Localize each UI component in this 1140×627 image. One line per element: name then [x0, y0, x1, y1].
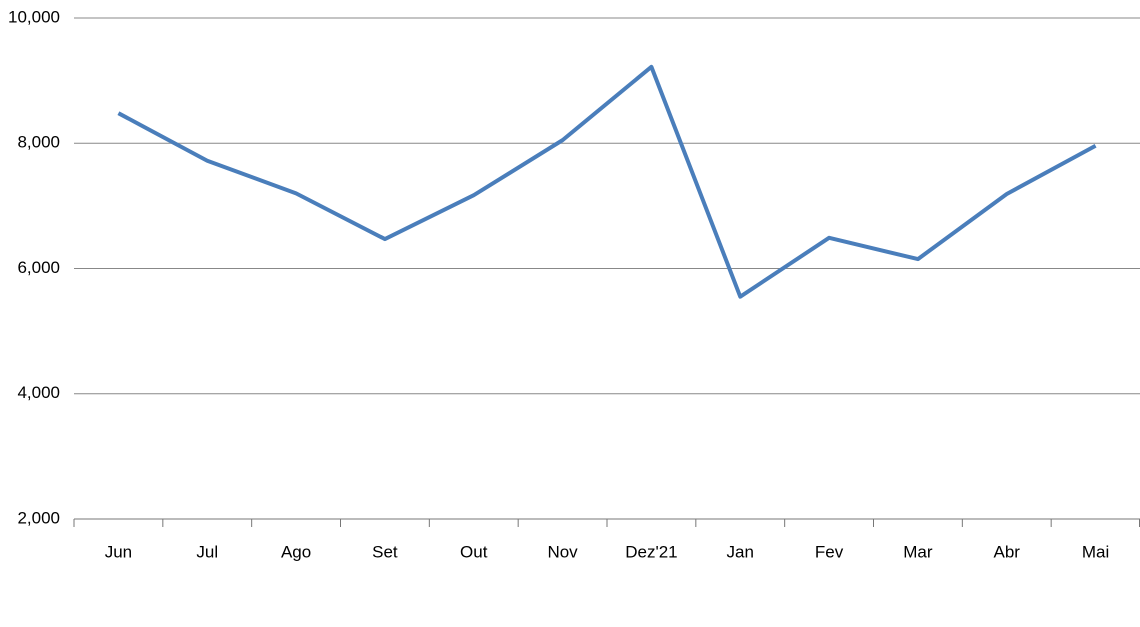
y-tick-label: 4,000 — [17, 383, 60, 402]
y-tick-label: 8,000 — [17, 133, 60, 152]
y-tick-label: 10,000 — [8, 7, 60, 26]
x-tick-label: Nov — [547, 542, 578, 561]
x-tick-label: Jan — [727, 542, 754, 561]
x-tick-label: Fev — [815, 542, 844, 561]
y-tick-label: 2,000 — [17, 508, 60, 527]
x-tick-label: Abr — [994, 542, 1021, 561]
x-tick-label: Jul — [196, 542, 218, 561]
x-tick-label: Mar — [903, 542, 933, 561]
x-tick-label: Out — [460, 542, 488, 561]
x-tick-label: Jun — [105, 542, 132, 561]
x-tick-label: Mai — [1082, 542, 1109, 561]
y-tick-label: 6,000 — [17, 258, 60, 277]
x-tick-label: Ago — [281, 542, 311, 561]
x-tick-label: Set — [372, 542, 398, 561]
line-series — [117, 64, 1097, 299]
x-tick-label: Dez'21 — [625, 542, 677, 561]
